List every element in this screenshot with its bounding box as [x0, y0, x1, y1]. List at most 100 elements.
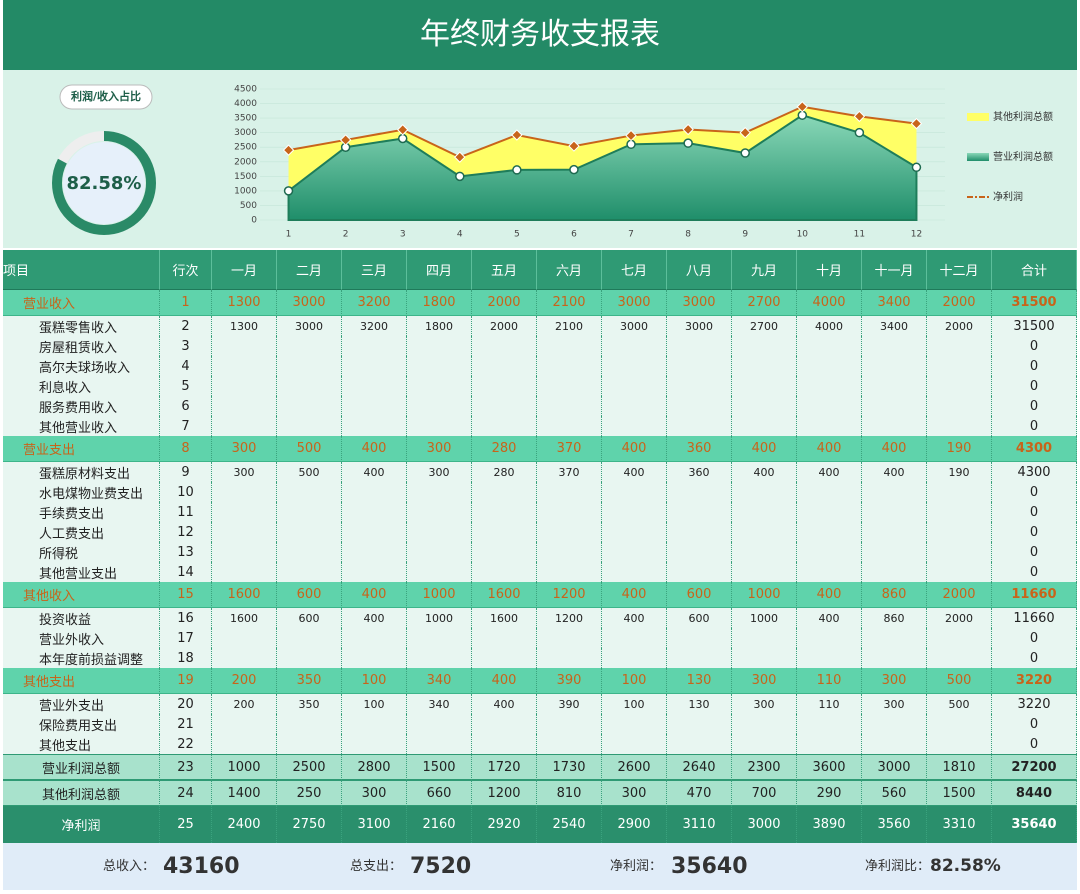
cell — [797, 628, 862, 648]
cell: 280 — [472, 436, 537, 462]
cell: 23 — [160, 754, 212, 780]
net-point — [796, 101, 808, 113]
cell: 100 — [602, 694, 667, 714]
cell: 21 — [160, 714, 212, 734]
cell: 100 — [342, 694, 407, 714]
cell: 400 — [342, 462, 407, 482]
cell: 300 — [602, 780, 667, 806]
cell: 200 — [212, 694, 277, 714]
cell — [927, 502, 992, 522]
cell — [342, 376, 407, 396]
cell: 24 — [160, 780, 212, 806]
cell — [537, 542, 602, 562]
cell — [862, 648, 927, 668]
x-tick-label: 5 — [514, 230, 520, 240]
operating-point — [911, 162, 922, 173]
net-point — [282, 144, 295, 156]
cell — [732, 542, 797, 562]
cell — [537, 376, 602, 396]
cell: 2300 — [732, 754, 797, 780]
cell-value: 350 — [296, 673, 322, 688]
cell — [342, 522, 407, 542]
cell: 470 — [667, 780, 732, 806]
cell: 350 — [277, 668, 342, 694]
cell: 300 — [342, 780, 407, 806]
cell: 2400 — [212, 806, 277, 843]
cell: 1300 — [212, 316, 277, 336]
cell: 十一月 — [862, 250, 927, 290]
operating-point — [569, 164, 579, 175]
cell — [537, 416, 602, 436]
y-tick-label: 2500 — [234, 143, 257, 153]
cell: 0 — [992, 648, 1077, 668]
cell — [732, 376, 797, 396]
cell-value: 2800 — [357, 759, 391, 775]
cell: 1730 — [537, 754, 602, 780]
cell: 六月 — [537, 250, 602, 290]
cell-value: 0 — [1029, 484, 1039, 500]
cell — [342, 648, 407, 668]
cell-value: 1 — [181, 295, 190, 310]
cell: 300 — [732, 668, 797, 694]
cell — [732, 336, 797, 356]
cell — [862, 336, 927, 356]
cell — [797, 648, 862, 668]
cell-value: 2000 — [487, 295, 521, 310]
cell — [342, 562, 407, 582]
cell: 1200 — [537, 582, 602, 608]
cell-value: 23 — [177, 759, 194, 775]
cell-value: 2400 — [227, 817, 261, 832]
cell-value: 四月 — [425, 264, 452, 279]
cell-value: 600 — [298, 611, 320, 625]
cell: 2700 — [732, 290, 797, 316]
cell: 12 — [160, 522, 212, 542]
cell: 其他支出 — [3, 734, 160, 754]
legend-swatch — [967, 153, 989, 161]
cell: 27200 — [992, 754, 1077, 780]
cell — [667, 502, 732, 522]
row-label: 蛋糕原材料支出 — [39, 466, 131, 482]
row-label: 投资收益 — [39, 612, 92, 628]
row-label: 其他营业收入 — [39, 420, 118, 436]
cell — [667, 714, 732, 734]
cell — [342, 356, 407, 376]
cell-value: 100 — [361, 673, 387, 688]
cell: 3000 — [667, 316, 732, 336]
row-label: 所得税 — [39, 546, 79, 562]
cell: 0 — [992, 542, 1077, 562]
cell: 其他支出 — [3, 668, 160, 694]
cell-value: 27200 — [1011, 759, 1057, 775]
cell — [537, 628, 602, 648]
x-tick-label: 10 — [797, 230, 809, 240]
cell: 360 — [667, 436, 732, 462]
cell-value: 一月 — [230, 264, 257, 279]
cell — [277, 648, 342, 668]
cell: 20 — [160, 694, 212, 714]
cell: 400 — [472, 668, 537, 694]
cell — [472, 648, 537, 668]
cell — [277, 628, 342, 648]
cell: 11660 — [992, 608, 1077, 628]
cell-value: 31500 — [1011, 295, 1057, 310]
cell-value: 3000 — [682, 295, 716, 310]
cell: 3220 — [992, 668, 1077, 694]
cell-value: 七月 — [620, 264, 647, 279]
cell: 3000 — [602, 290, 667, 316]
cell-value: 1300 — [227, 295, 261, 310]
cell-value: 470 — [686, 785, 712, 801]
cell: 净利润 — [3, 806, 160, 843]
cell: 行次 — [160, 250, 212, 290]
cell-value: 0 — [1029, 716, 1039, 732]
cell-value: 400 — [363, 465, 385, 479]
cell — [602, 482, 667, 502]
cell-value: 500 — [298, 465, 320, 479]
cell-value: 360 — [688, 465, 710, 479]
cell — [667, 562, 732, 582]
cell — [927, 734, 992, 754]
cell-value: 4 — [181, 358, 190, 374]
cell — [862, 416, 927, 436]
cell — [407, 416, 472, 436]
cell: 3220 — [992, 694, 1077, 714]
cell-value: 500 — [946, 673, 972, 688]
